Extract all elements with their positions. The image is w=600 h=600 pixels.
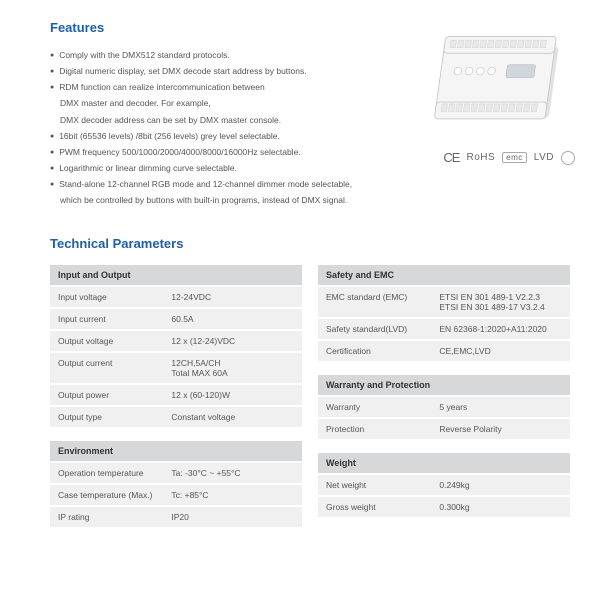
table-cell: Ta: -30°C ~ +55°C bbox=[163, 462, 302, 484]
table-header: Safety and EMC bbox=[318, 265, 570, 286]
tables-container: Input and OutputInput voltage12-24VDCInp… bbox=[50, 265, 570, 527]
feature-item: Comply with the DMX512 standard protocol… bbox=[50, 47, 390, 63]
table-input-output: Input and OutputInput voltage12-24VDCInp… bbox=[50, 265, 302, 427]
features-list: Comply with the DMX512 standard protocol… bbox=[50, 47, 390, 208]
product-illustration bbox=[430, 28, 580, 133]
table-cell: Input current bbox=[50, 308, 163, 330]
feature-item: Stand-alone 12-channel RGB mode and 12-c… bbox=[50, 176, 390, 192]
table-cell: CE,EMC,LVD bbox=[431, 340, 570, 361]
right-column: Safety and EMCEMC standard (EMC)ETSI EN … bbox=[318, 265, 570, 527]
table-cell: EMC standard (EMC) bbox=[318, 286, 431, 318]
feature-item: RDM function can realize intercommunicat… bbox=[50, 79, 390, 95]
table-cell: 0.249kg bbox=[431, 474, 570, 496]
ce-mark: CE bbox=[443, 150, 459, 165]
table-row: Operation temperatureTa: -30°C ~ +55°C bbox=[50, 462, 302, 484]
table-environment: EnvironmentOperation temperatureTa: -30°… bbox=[50, 441, 302, 527]
table-cell: Protection bbox=[318, 418, 431, 439]
technical-parameters-heading: Technical Parameters bbox=[50, 236, 570, 251]
table-cell: Reverse Polarity bbox=[431, 418, 570, 439]
table-cell: IP20 bbox=[163, 506, 302, 527]
table-row: Warranty5 years bbox=[318, 396, 570, 418]
table-row: Output voltage12 x (12-24)VDC bbox=[50, 330, 302, 352]
features-section: Features Comply with the DMX512 standard… bbox=[50, 20, 570, 208]
table-cell: EN 62368-1:2020+A11:2020 bbox=[431, 318, 570, 340]
table-cell: IP rating bbox=[50, 506, 163, 527]
table-cell: Output type bbox=[50, 406, 163, 427]
emc-mark: emc bbox=[502, 152, 527, 163]
table-cell: 12 x (60-120)W bbox=[163, 384, 302, 406]
table-cell: 12 x (12-24)VDC bbox=[163, 330, 302, 352]
table-cell: Output voltage bbox=[50, 330, 163, 352]
table-cell: 60.5A bbox=[163, 308, 302, 330]
table-cell: Safety standard(LVD) bbox=[318, 318, 431, 340]
table-cell: ETSI EN 301 489-1 V2.2.3 ETSI EN 301 489… bbox=[431, 286, 570, 318]
table-header: Weight bbox=[318, 453, 570, 474]
table-cell: Input voltage bbox=[50, 286, 163, 308]
feature-item: DMX decoder address can be set by DMX ma… bbox=[50, 112, 390, 128]
feature-item: Logarithmic or linear dimming curve sele… bbox=[50, 160, 390, 176]
table-row: Output current12CH,5A/CH Total MAX 60A bbox=[50, 352, 302, 384]
table-header: Warranty and Protection bbox=[318, 375, 570, 396]
table-row: EMC standard (EMC)ETSI EN 301 489-1 V2.2… bbox=[318, 286, 570, 318]
table-row: Case temperature (Max.)Tc: +85°C bbox=[50, 484, 302, 506]
table-header: Environment bbox=[50, 441, 302, 462]
feature-item: DMX master and decoder. For example, bbox=[50, 95, 390, 111]
table-safety-emc: Safety and EMCEMC standard (EMC)ETSI EN … bbox=[318, 265, 570, 361]
table-row: Safety standard(LVD)EN 62368-1:2020+A11:… bbox=[318, 318, 570, 340]
feature-item: PWM frequency 500/1000/2000/4000/8000/16… bbox=[50, 144, 390, 160]
rohs-mark: RoHS bbox=[466, 152, 495, 163]
table-cell: Output current bbox=[50, 352, 163, 384]
feature-item: which be controlled by buttons with buil… bbox=[50, 192, 390, 208]
table-cell: Gross weight bbox=[318, 496, 431, 517]
table-cell: 0.300kg bbox=[431, 496, 570, 517]
table-row: Input voltage12-24VDC bbox=[50, 286, 302, 308]
table-cell: Constant voltage bbox=[163, 406, 302, 427]
table-row: Output typeConstant voltage bbox=[50, 406, 302, 427]
table-row: Input current60.5A bbox=[50, 308, 302, 330]
left-column: Input and OutputInput voltage12-24VDCInp… bbox=[50, 265, 302, 527]
table-cell: Operation temperature bbox=[50, 462, 163, 484]
extra-mark bbox=[561, 151, 575, 165]
table-row: Gross weight0.300kg bbox=[318, 496, 570, 517]
table-weight: WeightNet weight0.249kgGross weight0.300… bbox=[318, 453, 570, 517]
table-cell: Output power bbox=[50, 384, 163, 406]
table-row: Output power12 x (60-120)W bbox=[50, 384, 302, 406]
table-row: IP ratingIP20 bbox=[50, 506, 302, 527]
table-row: ProtectionReverse Polarity bbox=[318, 418, 570, 439]
table-cell: Net weight bbox=[318, 474, 431, 496]
table-row: CertificationCE,EMC,LVD bbox=[318, 340, 570, 361]
table-cell: Case temperature (Max.) bbox=[50, 484, 163, 506]
table-row: Net weight0.249kg bbox=[318, 474, 570, 496]
lvd-mark: LVD bbox=[534, 152, 554, 163]
table-cell: 12CH,5A/CH Total MAX 60A bbox=[163, 352, 302, 384]
feature-item: 16bit (65536 levels) /8bit (256 levels) … bbox=[50, 128, 390, 144]
certification-marks: CE RoHS emc LVD bbox=[443, 150, 575, 165]
table-cell: Certification bbox=[318, 340, 431, 361]
table-header: Input and Output bbox=[50, 265, 302, 286]
table-cell: 5 years bbox=[431, 396, 570, 418]
table-warranty: Warranty and ProtectionWarranty5 yearsPr… bbox=[318, 375, 570, 439]
table-cell: Tc: +85°C bbox=[163, 484, 302, 506]
feature-item: Digital numeric display, set DMX decode … bbox=[50, 63, 390, 79]
table-cell: Warranty bbox=[318, 396, 431, 418]
table-cell: 12-24VDC bbox=[163, 286, 302, 308]
